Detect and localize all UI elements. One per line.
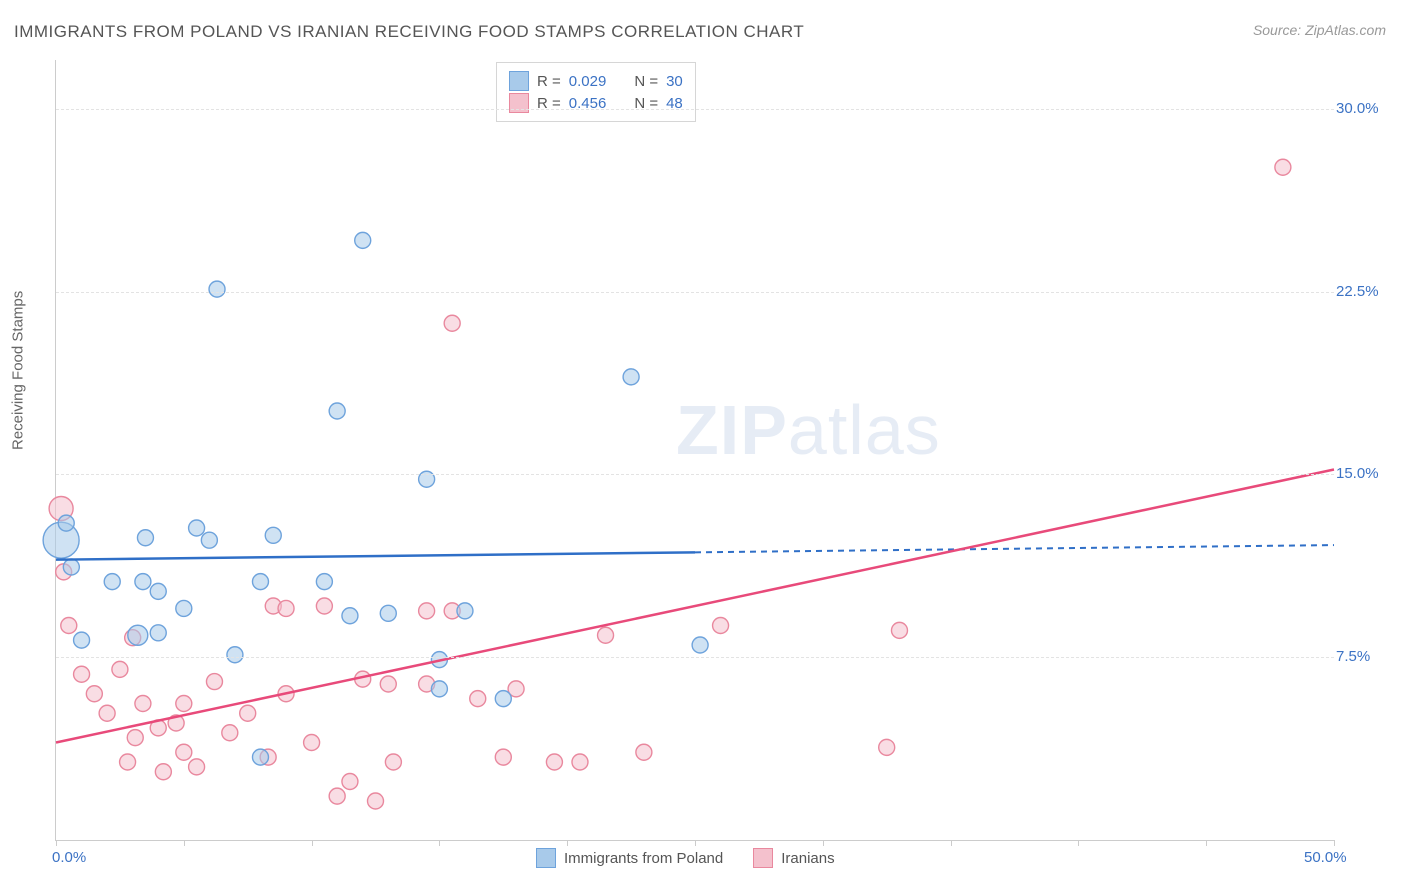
data-point (176, 600, 192, 616)
data-point (252, 749, 268, 765)
data-point (636, 744, 652, 760)
data-point (176, 744, 192, 760)
data-point (355, 232, 371, 248)
x-tick-label: 50.0% (1304, 849, 1347, 866)
data-point (623, 369, 639, 385)
data-point (380, 676, 396, 692)
data-point (431, 681, 447, 697)
data-point (112, 661, 128, 677)
data-point (342, 608, 358, 624)
plot-area: ZIPatlas R = 0.029 N = 30 R = 0.456 N = … (55, 60, 1334, 841)
data-point (546, 754, 562, 770)
data-point (304, 735, 320, 751)
data-point (329, 788, 345, 804)
data-point (380, 605, 396, 621)
gridline (56, 657, 1334, 658)
x-tickmark (1078, 840, 1079, 846)
data-point (135, 696, 151, 712)
data-point (150, 583, 166, 599)
data-point (86, 686, 102, 702)
data-point (1275, 159, 1291, 175)
data-point (135, 574, 151, 590)
data-point (176, 696, 192, 712)
x-tick-label: 0.0% (52, 849, 86, 866)
data-point (444, 315, 460, 331)
data-point (278, 600, 294, 616)
legend-label-poland: Immigrants from Poland (564, 850, 723, 867)
x-tickmark (695, 840, 696, 846)
data-point (265, 527, 281, 543)
data-point (120, 754, 136, 770)
data-point (206, 674, 222, 690)
x-tickmark (56, 840, 57, 846)
x-tickmark (567, 840, 568, 846)
x-tickmark (312, 840, 313, 846)
data-point (209, 281, 225, 297)
data-point (385, 754, 401, 770)
data-point (58, 515, 74, 531)
gridline (56, 109, 1334, 110)
x-tickmark (439, 840, 440, 846)
data-point (419, 603, 435, 619)
y-tick-label: 15.0% (1336, 465, 1392, 482)
trendline-poland-dashed (695, 545, 1334, 552)
chart-title: IMMIGRANTS FROM POLAND VS IRANIAN RECEIV… (14, 22, 804, 42)
data-point (99, 705, 115, 721)
data-point (598, 627, 614, 643)
source-label: Source: ZipAtlas.com (1253, 22, 1386, 38)
data-point (342, 774, 358, 790)
data-point (222, 725, 238, 741)
data-point (316, 598, 332, 614)
data-point (150, 625, 166, 641)
data-point (155, 764, 171, 780)
data-point (63, 559, 79, 575)
legend-swatch-poland (536, 848, 556, 868)
data-point (713, 618, 729, 634)
data-point (137, 530, 153, 546)
data-point (74, 632, 90, 648)
data-point (104, 574, 120, 590)
data-point (61, 618, 77, 634)
gridline (56, 474, 1334, 475)
data-point (891, 622, 907, 638)
legend-swatch-iranians (753, 848, 773, 868)
chart-container: IMMIGRANTS FROM POLAND VS IRANIAN RECEIV… (0, 0, 1406, 892)
data-point (189, 520, 205, 536)
data-point (329, 403, 345, 419)
data-point (240, 705, 256, 721)
svg-layer (56, 60, 1334, 840)
y-tick-label: 22.5% (1336, 283, 1392, 300)
data-point (879, 739, 895, 755)
trendline-poland-solid (56, 552, 695, 559)
trendline-iranians (56, 470, 1334, 743)
gridline (56, 292, 1334, 293)
data-point (189, 759, 205, 775)
data-point (572, 754, 588, 770)
data-point (227, 647, 243, 663)
legend-item-iranians: Iranians (753, 848, 834, 868)
data-point (457, 603, 473, 619)
data-point (74, 666, 90, 682)
y-tick-label: 30.0% (1336, 100, 1392, 117)
data-point (128, 625, 148, 645)
x-tickmark (1334, 840, 1335, 846)
data-point (127, 730, 143, 746)
legend-series: Immigrants from Poland Iranians (536, 848, 835, 868)
data-point (201, 532, 217, 548)
legend-item-poland: Immigrants from Poland (536, 848, 723, 868)
data-point (252, 574, 268, 590)
x-tickmark (823, 840, 824, 846)
x-tickmark (184, 840, 185, 846)
data-point (368, 793, 384, 809)
legend-label-iranians: Iranians (781, 850, 834, 867)
data-point (692, 637, 708, 653)
data-point (470, 691, 486, 707)
x-tickmark (1206, 840, 1207, 846)
data-point (495, 749, 511, 765)
data-point (316, 574, 332, 590)
data-point (495, 691, 511, 707)
y-tick-label: 7.5% (1336, 648, 1392, 665)
x-tickmark (951, 840, 952, 846)
y-axis-label: Receiving Food Stamps (10, 291, 27, 450)
